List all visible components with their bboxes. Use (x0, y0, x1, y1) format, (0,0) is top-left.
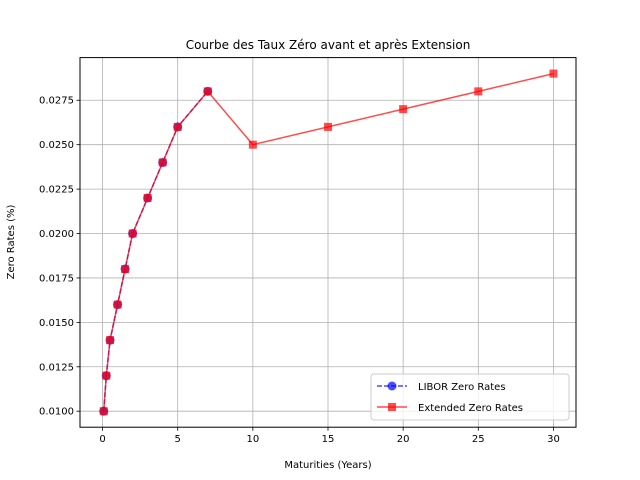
legend: LIBOR Zero Rates Extended Zero Rates (370, 373, 570, 421)
y-tick-label: 0.0250 (39, 140, 74, 151)
extended-point (113, 300, 122, 309)
extended-point (399, 105, 408, 114)
extended-point (128, 229, 137, 238)
legend-box (370, 373, 570, 421)
legend-libor-label: LIBOR Zero Rates (418, 382, 506, 393)
extended-point (173, 122, 182, 131)
extended-point (549, 69, 558, 78)
extended-point (324, 122, 332, 131)
ticks: 0 5 10 15 20 25 30 0.0100 0.0125 0.0150 0.0175 0.02… (39, 96, 560, 445)
y-tick-label: 0.0225 (39, 185, 74, 196)
extended-point (143, 193, 152, 202)
extended-point (121, 265, 130, 274)
extended-point (99, 407, 108, 416)
legend-libor-marker (387, 381, 397, 391)
x-tick-label: 30 (547, 434, 560, 445)
x-tick-label: 10 (246, 434, 259, 445)
chart-title: Courbe des Taux Zéro avant et après Exte… (186, 38, 471, 52)
extended-point (158, 158, 167, 167)
y-tick-label: 0.0150 (39, 318, 74, 329)
x-tick-label: 25 (472, 434, 485, 445)
legend-extended-label: Extended Zero Rates (418, 403, 523, 414)
extended-point (474, 87, 483, 96)
x-tick-label: 15 (322, 434, 335, 445)
y-tick-label: 0.0275 (39, 96, 74, 107)
series-layer (99, 69, 558, 416)
x-axis-label: Maturities (Years) (284, 460, 371, 471)
y-tick-label: 0.0175 (39, 273, 74, 284)
y-tick-label: 0.0100 (39, 407, 74, 418)
legend-extended-marker (388, 403, 396, 411)
extended-point (203, 87, 212, 96)
grid (80, 57, 576, 428)
x-tick-label: 5 (175, 434, 181, 445)
extended-point (106, 336, 115, 345)
extended-point (102, 371, 111, 380)
extended-point (248, 140, 257, 149)
x-tick-label: 20 (397, 434, 410, 445)
y-tick-label: 0.0200 (39, 229, 74, 240)
y-tick-label: 0.0125 (39, 362, 74, 373)
y-axis-label: Zero Rates (%) (6, 205, 17, 280)
x-tick-label: 0 (99, 434, 105, 445)
